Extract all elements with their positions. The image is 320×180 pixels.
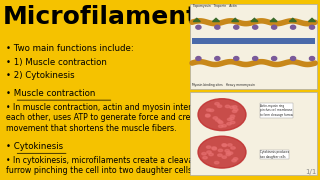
Text: • Cytokinesis: • Cytokinesis [6,142,64,151]
Ellipse shape [291,25,296,29]
Circle shape [230,115,235,118]
Circle shape [222,125,226,127]
Circle shape [215,103,219,105]
Circle shape [222,156,227,158]
Circle shape [231,147,235,149]
Circle shape [222,144,227,146]
Ellipse shape [291,57,296,60]
Circle shape [218,120,222,123]
Ellipse shape [215,57,220,60]
Circle shape [218,149,223,152]
Circle shape [207,151,211,153]
Circle shape [225,105,230,108]
Circle shape [219,125,223,128]
Circle shape [225,150,229,152]
FancyBboxPatch shape [190,92,317,176]
Polygon shape [232,18,239,22]
Circle shape [206,109,211,111]
Text: Myosin-binding sites   Heavy meromyosin: Myosin-binding sites Heavy meromyosin [192,83,255,87]
Circle shape [215,119,220,121]
Ellipse shape [196,57,201,60]
Circle shape [218,154,222,156]
Text: 1/1: 1/1 [305,169,317,176]
Ellipse shape [234,25,239,29]
Circle shape [234,108,238,111]
Circle shape [212,148,217,150]
Circle shape [232,159,236,162]
Circle shape [232,110,237,112]
Text: • 1) Muscle contraction: • 1) Muscle contraction [6,58,107,68]
Polygon shape [193,18,200,22]
Text: Tropomyosin   Troponin   Actin: Tropomyosin Troponin Actin [192,4,237,8]
Text: • In cytokinesis, microfilaments create a cleavage
furrow pinching the cell into: • In cytokinesis, microfilaments create … [6,156,204,175]
Circle shape [227,123,231,125]
FancyBboxPatch shape [190,4,317,89]
Text: • In muscle contraction, actin and myosin interact with
each other, uses ATP to : • In muscle contraction, actin and myosi… [6,103,223,133]
Ellipse shape [215,25,220,29]
Circle shape [226,153,230,156]
Circle shape [228,152,233,154]
Ellipse shape [253,25,258,29]
Ellipse shape [253,57,258,60]
Circle shape [217,105,222,107]
Ellipse shape [196,25,201,29]
Circle shape [228,144,232,146]
Circle shape [230,117,234,120]
Circle shape [228,118,232,121]
Circle shape [205,114,210,116]
Polygon shape [212,18,220,22]
Text: Actin-myosin ring
pinches cell membrane
to form cleavage furrow: Actin-myosin ring pinches cell membrane … [260,104,293,117]
Polygon shape [251,18,258,22]
Text: • 2) Cytokinesis: • 2) Cytokinesis [6,71,75,80]
FancyBboxPatch shape [192,38,315,44]
Circle shape [233,158,238,160]
Polygon shape [270,18,277,22]
Circle shape [230,106,234,109]
Circle shape [202,152,206,155]
Circle shape [212,147,216,149]
Polygon shape [289,18,296,22]
Ellipse shape [309,25,315,29]
Circle shape [213,117,218,119]
Circle shape [230,121,235,124]
Text: • Two main functions include:: • Two main functions include: [6,44,134,53]
Circle shape [233,106,237,108]
Ellipse shape [234,57,239,60]
Text: Microfilaments: Microfilaments [3,5,214,29]
Circle shape [206,146,211,148]
Ellipse shape [272,25,277,29]
Ellipse shape [198,136,246,168]
Ellipse shape [198,99,246,131]
Circle shape [222,144,227,147]
Circle shape [214,161,219,164]
Circle shape [226,152,231,154]
Circle shape [203,156,207,159]
Polygon shape [308,18,316,22]
Circle shape [205,115,210,117]
Circle shape [209,153,213,156]
Text: • Muscle contraction: • Muscle contraction [6,89,96,98]
Circle shape [219,121,223,124]
Ellipse shape [272,57,277,60]
Circle shape [209,109,214,112]
Text: Cytokinesis produces
two daughter cells: Cytokinesis produces two daughter cells [260,150,289,159]
Ellipse shape [309,57,315,60]
